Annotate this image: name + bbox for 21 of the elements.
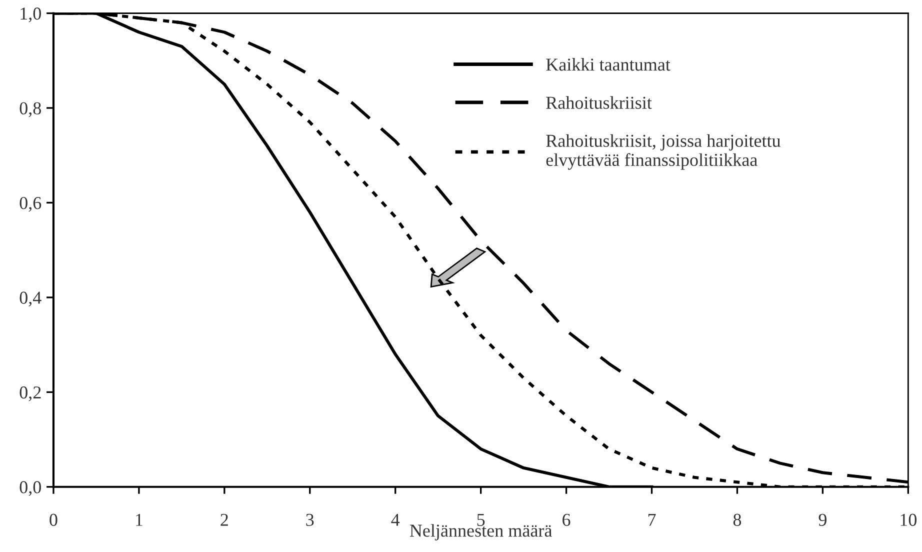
x-tick-label: 6: [562, 514, 570, 526]
y-tick-label: 0,6: [20, 196, 42, 212]
x-tick-label: 3: [306, 514, 314, 526]
legend-label: Rahoituskriisit: [546, 96, 652, 109]
x-tick-label: 2: [220, 514, 228, 526]
x-tick-label: 4: [391, 514, 400, 526]
y-tick-label: 0,4: [20, 292, 42, 306]
x-tick-label: 1: [136, 514, 142, 526]
x-tick-label: 8: [733, 514, 742, 526]
x-tick-label: 0: [50, 514, 58, 526]
x-axis-title: Neljännesten määrä: [410, 524, 552, 540]
x-tick-label: 9: [818, 514, 826, 526]
y-tick-label: 0,2: [20, 386, 41, 402]
legend-label: Rahoituskriisit, joissa harjoitettu elvyttävää finanssipolitiikkaa: [546, 134, 780, 170]
legend-label: Kaikki taantumat: [546, 58, 670, 71]
y-tick-label: 0,0: [20, 481, 41, 496]
x-tick-label: 7: [648, 514, 656, 526]
y-tick-label: 0,8: [20, 102, 41, 118]
x-tick-label: 5: [477, 514, 485, 526]
x-tick-label: 10: [900, 514, 917, 526]
y-tick-label: 1,0: [20, 8, 41, 22]
